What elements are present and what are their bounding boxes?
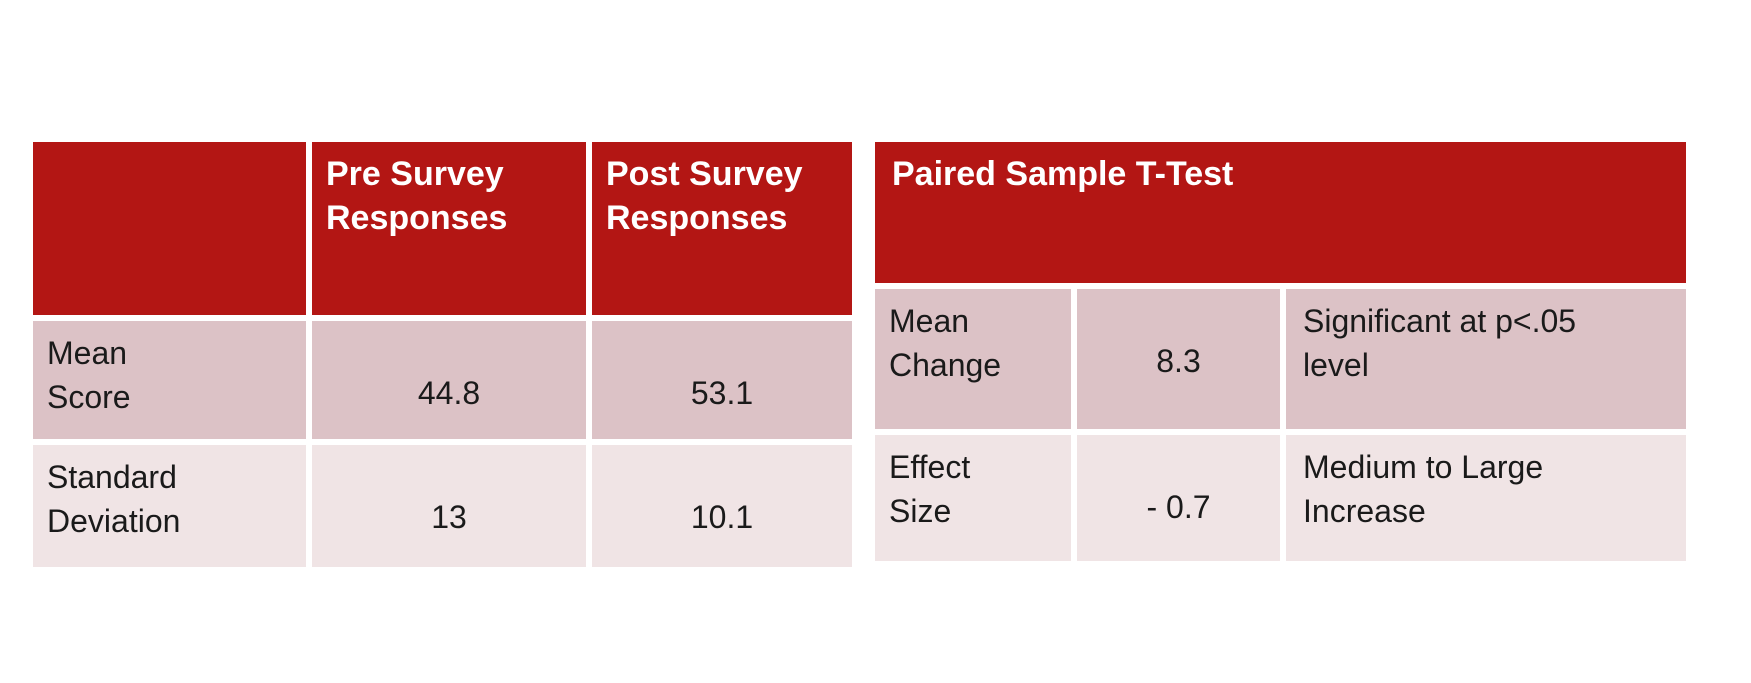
paired-ttest-table: Paired Sample T-Test Mean Change 8.3 Sig…	[875, 142, 1686, 561]
row-label-standard-deviation: Standard Deviation	[33, 445, 306, 567]
pre-post-survey-table: Pre Survey Responses Post Survey Respons…	[33, 142, 852, 567]
ttest-table-title: Paired Sample T-Test	[875, 142, 1686, 283]
row-label-mean-score: Mean Score	[33, 321, 306, 439]
standard-deviation-pre-value: 13	[312, 445, 586, 567]
mean-change-note: Significant at p<.05 level	[1286, 289, 1686, 429]
effect-size-value: - 0.7	[1077, 435, 1280, 561]
mean-change-value: 8.3	[1077, 289, 1280, 429]
header-empty-cell	[33, 142, 306, 315]
row-label-mean-change: Mean Change	[875, 289, 1071, 429]
header-post-survey: Post Survey Responses	[592, 142, 852, 315]
row-label-effect-size: Effect Size	[875, 435, 1071, 561]
header-pre-survey: Pre Survey Responses	[312, 142, 586, 315]
mean-score-pre-value: 44.8	[312, 321, 586, 439]
effect-size-note: Medium to Large Increase	[1286, 435, 1686, 561]
mean-score-post-value: 53.1	[592, 321, 852, 439]
standard-deviation-post-value: 10.1	[592, 445, 852, 567]
